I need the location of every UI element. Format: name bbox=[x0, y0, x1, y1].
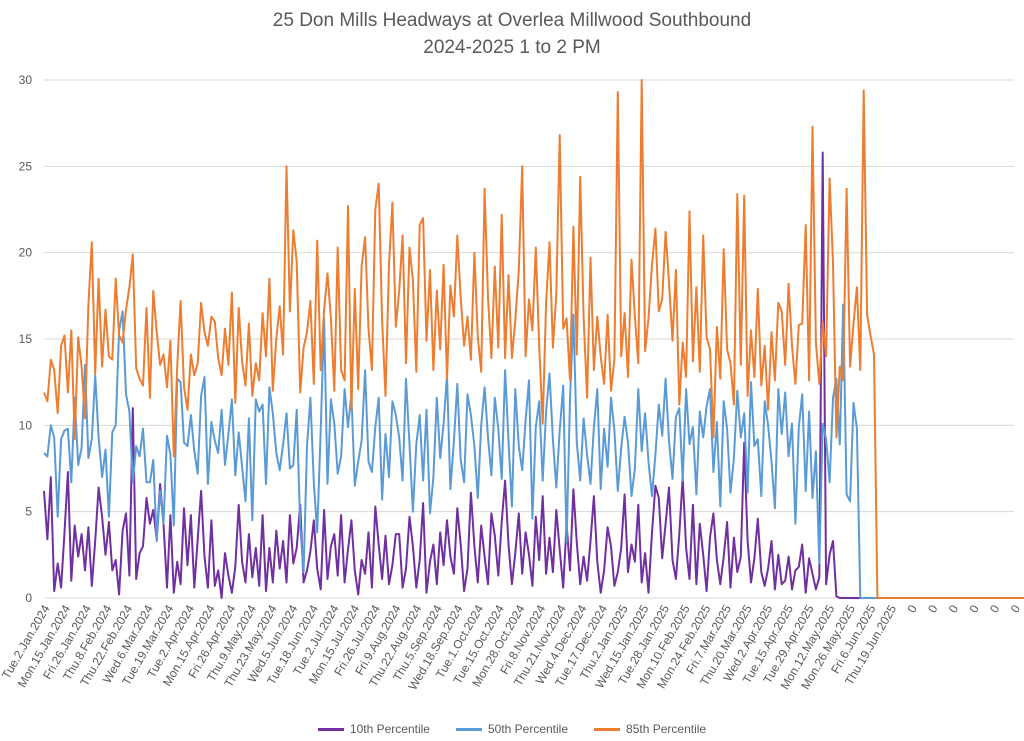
chart-title: 25 Don Mills Headways at Overlea Millwoo… bbox=[272, 10, 752, 31]
x-tick-label: 0 bbox=[1008, 602, 1024, 615]
legend-item-10th: 10th Percentile bbox=[317, 722, 430, 736]
chart-legend: 10th Percentile 50th Percentile 85th Per… bbox=[0, 722, 1024, 736]
legend-label-85th: 85th Percentile bbox=[626, 722, 707, 736]
legend-label-50th: 50th Percentile bbox=[487, 722, 569, 736]
legend-swatch-85th bbox=[594, 727, 621, 731]
x-tick-label: 0 bbox=[987, 602, 1003, 615]
y-tick-label: 20 bbox=[19, 246, 33, 260]
y-tick-label: 30 bbox=[19, 73, 33, 87]
y-tick-label: 10 bbox=[19, 418, 33, 432]
y-tick-label: 0 bbox=[25, 591, 32, 605]
legend-label-10th: 10th Percentile bbox=[349, 722, 430, 736]
y-tick-label: 15 bbox=[19, 332, 33, 346]
legend-swatch-50th bbox=[455, 727, 482, 731]
x-tick-label: 0 bbox=[966, 602, 982, 615]
series-line-85th bbox=[43, 79, 1024, 599]
legend-item-85th: 85th Percentile bbox=[594, 722, 706, 736]
x-tick-label: 0 bbox=[925, 602, 941, 615]
x-tick-label: 0 bbox=[946, 602, 962, 615]
series-line-10th bbox=[43, 151, 1014, 599]
series-line-50th bbox=[43, 303, 1024, 599]
legend-swatch-10th bbox=[317, 727, 344, 731]
x-tick-label: 0 bbox=[904, 602, 920, 615]
y-tick-label: 5 bbox=[25, 505, 32, 519]
y-tick-label: 25 bbox=[19, 159, 33, 173]
chart-subtitle: 2024-2025 1 to 2 PM bbox=[423, 37, 601, 58]
legend-item-50th: 50th Percentile bbox=[455, 722, 569, 736]
